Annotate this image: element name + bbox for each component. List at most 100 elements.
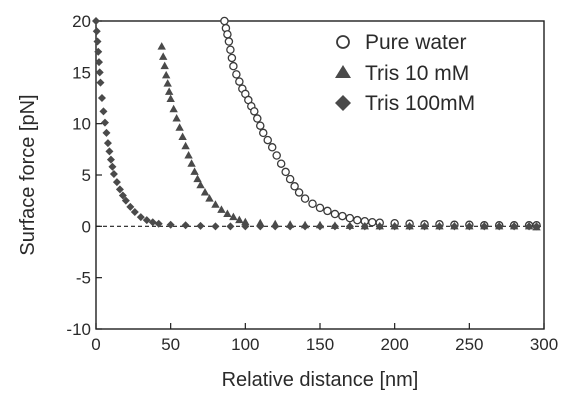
data-point: [241, 222, 250, 231]
data-point: [105, 147, 114, 156]
data-point: [157, 42, 166, 50]
data-point: [229, 212, 238, 221]
data-point: [93, 37, 102, 46]
x-tick-label: 100: [231, 335, 259, 354]
legend-label-tris-10mm: Tris 10 mM: [365, 62, 469, 85]
legend-marker-tris-100mm: [335, 95, 351, 111]
y-tick-label: -5: [76, 269, 91, 288]
data-point: [368, 217, 377, 227]
y-tick-label: 5: [82, 166, 91, 185]
legend-marker-tris-10mm: [335, 65, 351, 78]
data-point: [510, 222, 519, 231]
data-point: [164, 87, 174, 95]
data-point: [353, 215, 362, 225]
data-point: [175, 123, 184, 131]
data-point: [525, 222, 534, 231]
data-point: [330, 209, 340, 219]
data-point: [235, 77, 244, 86]
data-point: [118, 191, 127, 200]
data-point: [92, 27, 101, 36]
data-point: [226, 45, 235, 54]
data-point: [286, 222, 295, 231]
data-point: [450, 222, 459, 231]
data-point: [217, 205, 226, 213]
data-point: [495, 222, 504, 231]
data-point: [159, 52, 168, 60]
data-point: [166, 220, 175, 229]
y-tick-label: 15: [72, 63, 91, 82]
data-point: [181, 141, 190, 150]
data-point: [263, 135, 272, 145]
data-point: [126, 202, 135, 211]
data-point: [187, 159, 196, 167]
data-point: [161, 70, 171, 79]
x-axis-ticks: 0 50 100 150 200 250 300: [91, 323, 558, 354]
data-point: [259, 128, 268, 138]
data-point: [375, 222, 384, 231]
data-point: [253, 114, 262, 123]
legend: Pure water Tris 10 mM Tris 100mM: [335, 31, 475, 115]
data-point: [130, 207, 139, 216]
data-point: [200, 187, 210, 196]
data-point: [229, 61, 238, 71]
data-point: [323, 206, 332, 216]
x-tick-label: 200: [380, 335, 408, 354]
legend-label-tris-100mm: Tris 100mM: [365, 92, 475, 115]
data-point: [211, 200, 220, 208]
data-point: [109, 169, 118, 178]
data-point: [281, 167, 290, 177]
x-tick-label: 150: [306, 335, 334, 354]
data-point: [160, 61, 169, 70]
data-point: [99, 107, 108, 116]
data-point: [112, 178, 121, 187]
data-point: [166, 94, 175, 103]
data-point: [211, 222, 220, 231]
data-point: [172, 114, 181, 122]
x-tick-label: 250: [455, 335, 483, 354]
x-axis-title: Relative distance [nm]: [222, 369, 419, 391]
data-point: [102, 128, 111, 137]
data-series: [92, 16, 541, 231]
data-point: [316, 222, 324, 231]
series-tris-10-mm: [157, 42, 541, 231]
x-tick-label: 50: [161, 335, 180, 354]
data-point: [532, 222, 541, 231]
data-point: [267, 143, 277, 152]
data-point: [290, 182, 299, 191]
data-point: [115, 185, 124, 194]
data-point: [154, 219, 163, 228]
x-tick-label: 0: [91, 335, 100, 354]
data-point: [95, 68, 104, 77]
data-point: [169, 104, 178, 113]
data-point: [136, 213, 145, 222]
data-point: [223, 30, 232, 39]
data-point: [315, 203, 325, 213]
data-point: [226, 222, 235, 231]
y-tick-label: 0: [82, 217, 91, 236]
data-point: [338, 211, 347, 221]
data-point: [294, 188, 304, 197]
data-point: [223, 209, 232, 218]
data-point: [227, 53, 237, 63]
x-tick-label: 300: [530, 335, 558, 354]
data-point: [330, 222, 339, 231]
data-point: [100, 118, 109, 127]
data-point: [193, 174, 202, 183]
data-point: [480, 222, 489, 231]
data-point: [435, 222, 444, 231]
legend-label-pure-water: Pure water: [365, 31, 467, 54]
data-point: [300, 194, 310, 203]
data-point: [272, 151, 281, 160]
series-tris-100mm: [92, 17, 541, 231]
data-point: [148, 218, 157, 227]
data-point: [276, 159, 286, 168]
data-point: [345, 222, 354, 231]
data-point: [345, 213, 355, 223]
data-point: [196, 180, 205, 189]
y-tick-label: 20: [72, 12, 91, 31]
data-point: [301, 222, 310, 231]
data-point: [235, 215, 244, 224]
data-point: [271, 222, 280, 231]
data-point: [190, 167, 199, 175]
